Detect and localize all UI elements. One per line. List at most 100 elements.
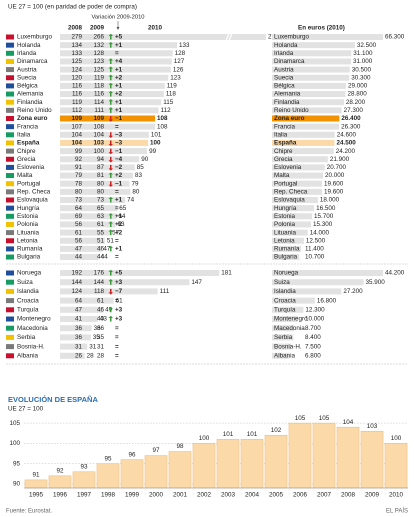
bar-euros	[272, 237, 304, 244]
bar-euros	[272, 99, 344, 106]
value-2010: 74	[127, 197, 135, 204]
flag	[6, 221, 14, 227]
country: Reino Unido	[17, 107, 52, 114]
country: Rep. Checa	[17, 189, 51, 196]
value-label: 100	[391, 435, 402, 442]
arrow-up	[108, 269, 113, 276]
change: +1	[115, 66, 123, 73]
arrow-up	[108, 82, 113, 89]
arrow-up	[108, 279, 113, 285]
value-2008: 120	[71, 74, 82, 81]
change: −3	[115, 140, 123, 147]
country: Suiza	[274, 279, 290, 286]
value-euros: 30.500	[352, 66, 372, 73]
change: +2	[115, 229, 123, 236]
bar-2010	[60, 188, 131, 195]
bar-euros	[272, 156, 328, 163]
bar-euros	[272, 139, 335, 146]
value-2010: 111	[160, 288, 170, 295]
value-euros: 66.300	[385, 34, 405, 41]
country: Montenegro	[17, 316, 51, 323]
country: Francia	[17, 123, 38, 130]
bar-2010	[60, 297, 114, 304]
value-euros: 24.600	[337, 131, 357, 138]
value-2010: 90	[141, 156, 149, 163]
country: Albania	[17, 352, 39, 359]
value-2009: 128	[93, 50, 104, 57]
country: Suiza	[17, 279, 33, 286]
value-label: 103	[367, 423, 378, 430]
country: Rep. Checa	[274, 189, 308, 196]
value-2010: 127	[174, 58, 185, 65]
change: +1	[115, 99, 123, 106]
value-2009: 65	[97, 205, 105, 212]
country: Dinamarca	[17, 58, 48, 65]
bar-2010	[60, 197, 126, 203]
x-tick-label: 2003	[221, 492, 236, 499]
flag	[6, 213, 14, 219]
flag	[6, 353, 14, 359]
value-2010: 100	[150, 140, 161, 147]
flag	[6, 189, 14, 195]
bar-euros	[272, 34, 383, 40]
change: +1	[115, 213, 123, 220]
bar-2010	[60, 316, 98, 322]
flag	[6, 148, 14, 154]
bar-euros	[272, 352, 290, 359]
value-2010: 83	[135, 172, 143, 179]
value-2010: 63	[117, 221, 125, 228]
value-2008: 36	[75, 325, 83, 332]
country: Malta	[274, 172, 290, 179]
arrow-down	[108, 132, 113, 138]
value-2009: 100	[93, 148, 104, 155]
flag	[6, 67, 14, 73]
country: Austria	[17, 66, 37, 73]
bar-2010	[60, 306, 104, 313]
change: +3	[115, 316, 123, 323]
value-euros: 15.700	[314, 213, 334, 220]
flag	[6, 91, 14, 97]
value-euros: 19.600	[324, 180, 344, 187]
bar-2010	[60, 156, 140, 163]
value-label: 98	[176, 443, 184, 450]
value-label: 95	[104, 455, 112, 462]
country: Serbia	[274, 334, 293, 341]
country: Montenegro	[274, 316, 308, 323]
country: Finlandia	[274, 99, 300, 106]
change: =	[115, 297, 119, 304]
x-tick-label: 2007	[317, 492, 332, 499]
header-arrow-head	[116, 27, 120, 30]
flag	[6, 132, 14, 138]
change: −3	[115, 131, 123, 138]
country: Noruega	[274, 270, 299, 277]
value-2008: 56	[75, 221, 83, 228]
bar-euros	[272, 254, 300, 261]
arrow-up	[108, 213, 113, 219]
bar-euros	[272, 297, 315, 304]
value-2009: 116	[94, 91, 105, 98]
change: −7	[115, 288, 123, 295]
arrow-up	[108, 245, 113, 252]
value-euros: 15.300	[313, 221, 333, 228]
value-2008: 125	[71, 58, 82, 65]
value-2010: 128	[175, 50, 186, 57]
bar-euros	[272, 164, 325, 171]
bar	[360, 430, 384, 489]
value-2009: 61	[97, 297, 105, 304]
value-2009: 36	[97, 325, 105, 332]
bar-2010	[60, 115, 156, 122]
change: −1	[115, 115, 123, 122]
value-2009: 123	[93, 58, 104, 65]
country: Bulgaria	[17, 254, 41, 261]
flag	[6, 156, 14, 162]
bar	[24, 479, 48, 489]
bar-2010	[60, 34, 266, 40]
value-euros: 29.000	[348, 83, 368, 90]
value-label: 101	[247, 431, 258, 438]
country: Rumanía	[17, 246, 43, 253]
bar-2010	[60, 205, 118, 212]
arrow-up	[108, 41, 113, 48]
country: Zona euro	[274, 115, 305, 122]
country: Polonia	[274, 221, 296, 228]
value-2010: 108	[157, 115, 168, 122]
